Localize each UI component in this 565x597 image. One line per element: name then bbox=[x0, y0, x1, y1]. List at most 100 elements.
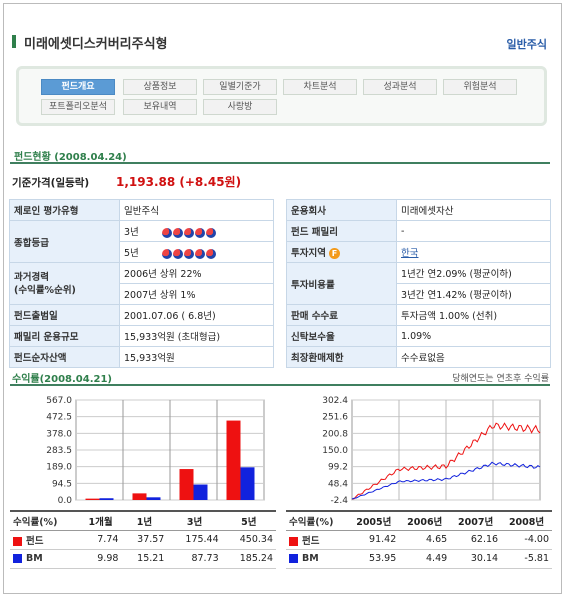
fund-title: 미래에셋디스커버리주식형 bbox=[24, 37, 168, 52]
tab-daily-price[interactable]: 일별기준가 bbox=[203, 79, 277, 95]
col-header: 1년 bbox=[121, 510, 168, 531]
section-divider bbox=[10, 162, 550, 164]
fund-swatch-icon bbox=[13, 536, 22, 546]
row-label-bm: BM bbox=[286, 549, 349, 569]
col-header: 5년 bbox=[221, 510, 276, 531]
tab-portfolio-analysis[interactable]: 포트폴리오분석 bbox=[41, 99, 115, 115]
y-tick-label: 48.4 bbox=[328, 479, 348, 489]
grade-mark-icon bbox=[195, 227, 205, 238]
annual-returns-table: 수익률(%) 2005년 2006년 2007년 2008년 펀드 91.42 … bbox=[286, 510, 552, 569]
y-tick-label: 94.5 bbox=[52, 479, 72, 489]
bar-bm bbox=[193, 484, 208, 500]
y-tick-label: 0.0 bbox=[58, 496, 73, 506]
tab-product-info[interactable]: 상품정보 bbox=[123, 79, 197, 95]
y-tick-label: 378.0 bbox=[46, 429, 72, 439]
y-tick-label: -2.4 bbox=[330, 496, 348, 506]
tab-panel: 펀드개요 상품정보 일별기준가 차트분석 성과분석 위험분석 포트폴리오분석 보… bbox=[16, 66, 547, 126]
sales-fee-label: 판매 수수료 bbox=[286, 304, 397, 326]
bm-2006: 4.49 bbox=[399, 549, 451, 569]
redemption-label: 최장환매제한 bbox=[286, 346, 397, 368]
nav-value: 15,933억원 bbox=[119, 346, 274, 368]
launch-label: 펀드출범일 bbox=[9, 304, 120, 326]
returns-note: 당해연도는 연초후 수익률 bbox=[452, 374, 549, 384]
grade-mark-icon bbox=[206, 248, 216, 259]
perf-label: 과거경력 (수익률%순위) bbox=[9, 262, 120, 305]
y-tick-label: 189.0 bbox=[46, 463, 72, 473]
col-header: 2005년 bbox=[348, 510, 400, 531]
grade-mark-icon bbox=[184, 248, 194, 259]
trust-fee-value: 1.09% bbox=[396, 325, 551, 347]
fund-2007: 62.16 bbox=[450, 530, 502, 550]
rating-type-value: 일반주식 bbox=[119, 199, 274, 221]
grade-mark-icon bbox=[162, 248, 172, 259]
tab-fund-overview[interactable]: 펀드개요 bbox=[41, 79, 115, 95]
rating-type-label: 제로인 평가유형 bbox=[9, 199, 120, 221]
bar-bm bbox=[146, 497, 161, 500]
y-tick-label: 99.2 bbox=[328, 463, 348, 473]
region-value[interactable]: 한국 bbox=[396, 241, 551, 263]
col-header: 2007년 bbox=[450, 510, 502, 531]
bm-3y: 87.73 bbox=[167, 549, 222, 569]
y-tick-label: 472.5 bbox=[46, 413, 72, 423]
col-header: 3년 bbox=[167, 510, 222, 531]
bm-swatch-icon bbox=[13, 554, 22, 563]
y-tick-label: 283.5 bbox=[46, 446, 72, 456]
launch-value: 2001.07.06 ( 6.8년) bbox=[119, 304, 274, 326]
col-header: 2006년 bbox=[399, 510, 451, 531]
page-frame bbox=[3, 3, 562, 594]
col-header: 1개월 bbox=[79, 510, 122, 531]
company-label: 운용회사 bbox=[286, 199, 397, 221]
price-label: 기준가격(일등락) bbox=[12, 177, 90, 189]
y-tick-label: 150.0 bbox=[322, 446, 348, 456]
tab-community[interactable]: 사랑방 bbox=[203, 99, 277, 115]
family-value: - bbox=[396, 220, 551, 242]
perf-2006: 2006년 상위 22% bbox=[119, 262, 274, 284]
row-label-fund: 펀드 bbox=[286, 530, 349, 550]
region-label: 투자지역 F bbox=[286, 241, 397, 263]
status-section-title: 펀드현황 (2008.04.24) bbox=[14, 152, 127, 163]
bar-fund bbox=[226, 420, 241, 500]
section-divider bbox=[10, 384, 550, 386]
bar-fund bbox=[85, 498, 100, 500]
line-bm bbox=[351, 461, 541, 500]
bar-bm bbox=[240, 467, 255, 500]
tab-risk-analysis[interactable]: 위험분석 bbox=[443, 79, 517, 95]
grade-label: 종합등급 bbox=[9, 220, 120, 263]
fund-2005: 91.42 bbox=[348, 530, 400, 550]
annual-line-chart: 302.4 251.6 200.8 150.0 99.2 48.4 -2.4 bbox=[322, 396, 541, 506]
fund-2006: 4.65 bbox=[399, 530, 451, 550]
fund-info-left: 제로인 평가유형 일반주식 종합등급 3년 5년 과거경력 (수익률%순위) 200… bbox=[9, 199, 274, 368]
bar-fund bbox=[179, 469, 194, 500]
tab-holdings[interactable]: 보유내역 bbox=[123, 99, 197, 115]
family-size-value: 15,933억원 (초대형급) bbox=[119, 325, 274, 347]
fund-2008: -4.00 bbox=[501, 530, 552, 550]
fee-label: 투자비용률 bbox=[286, 262, 397, 305]
grade-mark-icon bbox=[195, 248, 205, 259]
price-value: 1,193.88 (+8.45원) bbox=[116, 175, 242, 189]
period-returns-table: 수익률(%) 1개월 1년 3년 5년 펀드 7.74 37.57 175.44… bbox=[10, 510, 276, 569]
grade-mark-icon bbox=[173, 227, 183, 238]
fund-3y: 175.44 bbox=[167, 530, 222, 550]
bm-2007: 30.14 bbox=[450, 549, 502, 569]
line-fund bbox=[351, 422, 541, 500]
company-value: 미래에셋자산 bbox=[396, 199, 551, 221]
grade-mark-icon bbox=[173, 248, 183, 259]
trust-fee-label: 신탁보수율 bbox=[286, 325, 397, 347]
row-label-fund: 펀드 bbox=[10, 530, 80, 550]
perf-2007: 2007년 상위 1% bbox=[119, 283, 274, 305]
grade-5y: 5년 bbox=[119, 241, 274, 263]
title-marker bbox=[12, 35, 16, 48]
sales-fee-value: 투자금액 1.00% (선취) bbox=[396, 304, 551, 326]
fund-1m: 7.74 bbox=[79, 530, 122, 550]
fund-5y: 450.34 bbox=[221, 530, 276, 550]
bm-2008: -5.81 bbox=[501, 549, 552, 569]
bar-bm bbox=[99, 498, 114, 500]
bm-2005: 53.95 bbox=[348, 549, 400, 569]
grade-mark-icon bbox=[184, 227, 194, 238]
tab-performance-analysis[interactable]: 성과분석 bbox=[363, 79, 437, 95]
y-tick-label: 251.6 bbox=[322, 413, 348, 423]
y-tick-label: 567.0 bbox=[46, 396, 72, 406]
tab-chart-analysis[interactable]: 차트분석 bbox=[283, 79, 357, 95]
returns-bar-chart: 567.0 472.5 378.0 283.5 189.0 94.5 0.0 bbox=[46, 396, 265, 506]
fund-swatch-icon bbox=[289, 536, 298, 546]
